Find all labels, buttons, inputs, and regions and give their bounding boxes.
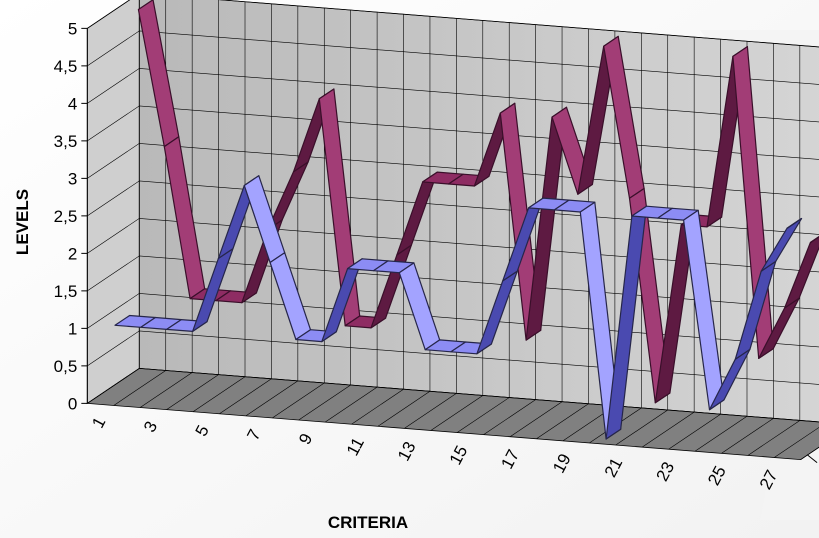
- series-back: [137, 0, 819, 404]
- floor-gridline: [483, 399, 536, 435]
- floor-gridline: [774, 427, 819, 458]
- y-tick-label: 2,5: [54, 207, 78, 226]
- floor-gridline: [351, 388, 404, 425]
- floor-gridline: [694, 416, 748, 452]
- y-tick-label: 0,5: [54, 357, 78, 376]
- floor-gridline: [139, 372, 193, 408]
- depth-tick: [806, 454, 818, 464]
- floor-gridline: [87, 368, 140, 404]
- floor-gridline: [800, 446, 819, 460]
- floor-gridline: [192, 376, 246, 412]
- floor-gridline: [404, 393, 457, 429]
- floor-gridline: [721, 418, 774, 454]
- ribbon-end: [810, 235, 819, 244]
- floor-gridline: [509, 401, 563, 437]
- ribbon-end: [786, 217, 802, 229]
- ribbon-segment: [783, 236, 819, 309]
- floor-gridline: [615, 409, 668, 446]
- floor-gridline: [113, 370, 166, 406]
- floor-gridline: [430, 395, 483, 431]
- floor-gridline: [219, 378, 272, 415]
- y-tick-label: 3,5: [54, 132, 78, 151]
- floor-gridline: [377, 391, 431, 427]
- floor-gridline: [324, 386, 378, 423]
- floor-gridline: [457, 397, 510, 433]
- floor-gridline: [245, 380, 299, 417]
- ribbon-segment: [760, 217, 803, 272]
- y-tick-label: 4: [68, 94, 77, 113]
- gridlines: [87, 0, 819, 460]
- floor-gridline: [747, 420, 801, 456]
- y-gridline: [87, 0, 819, 48]
- floor-gridline: [536, 403, 589, 440]
- floor-gridline: [272, 382, 325, 419]
- y-tick-label: 4,5: [54, 57, 78, 76]
- series-front: [114, 175, 803, 440]
- floor-gridline: [298, 384, 351, 421]
- y-tick-label: 1,5: [54, 282, 78, 301]
- y-tick-label: 0: [68, 394, 77, 413]
- y-tick-label: 5: [68, 19, 77, 38]
- x-axis-title: CRITERIA: [328, 513, 408, 532]
- y-axis-title: LEVELS: [13, 189, 32, 255]
- y-tick-label: 1: [68, 319, 77, 338]
- y-tick-label: 2: [68, 244, 77, 263]
- floor-gridline: [668, 413, 721, 450]
- floor-gridline: [166, 374, 219, 410]
- y-tick-label: 3: [68, 169, 77, 188]
- floor-gridline: [641, 411, 695, 448]
- plot-area: [114, 0, 819, 440]
